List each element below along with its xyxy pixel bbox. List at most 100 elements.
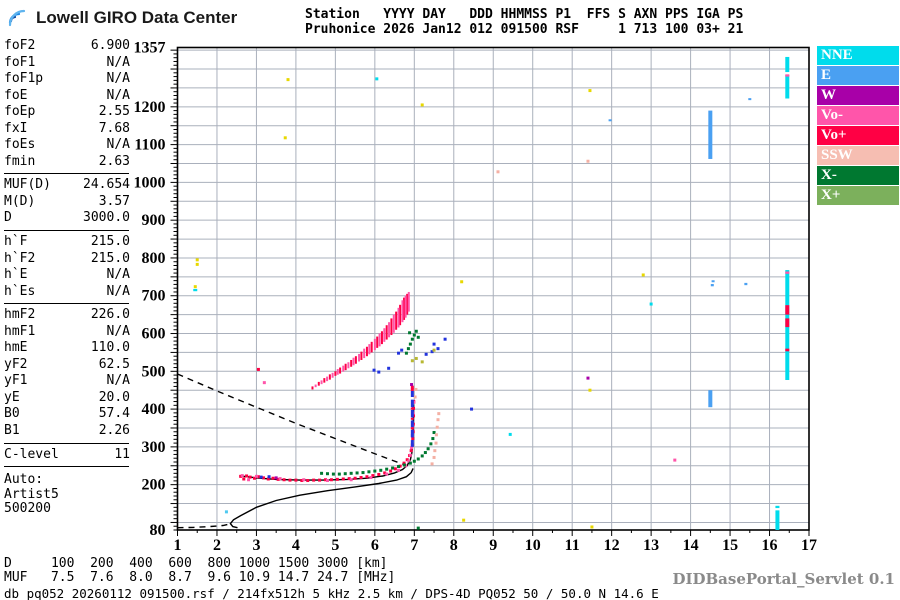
fof2-marker-blue [410, 429, 414, 438]
x-trace-dots [379, 468, 383, 472]
param-row-ye: yE 20.0 [4, 390, 130, 407]
panel-divider [4, 173, 129, 175]
noise-dots [649, 302, 653, 306]
x-trace-dots [397, 465, 401, 469]
noise-dots [508, 432, 512, 436]
noise-dots [283, 136, 287, 140]
o-trace-dots [248, 475, 252, 479]
x-trace-dots [331, 472, 335, 476]
noise-dots [193, 285, 197, 289]
o-trace-dots [252, 476, 256, 480]
x-axis-label: 2 [213, 537, 221, 554]
param-row-foep: foEp 2.55 [4, 104, 130, 121]
o-trace-dots [242, 477, 246, 481]
param-label: C-level [4, 446, 59, 462]
o-trace-dots [341, 477, 345, 481]
param-row-d: D 3000.0 [4, 210, 130, 227]
o-trace-dots [324, 478, 328, 482]
x-axis-label: 9 [489, 537, 497, 554]
spread-f-crimson [390, 318, 393, 336]
o-trace-dots [318, 478, 322, 482]
x-axis-label: 17 [801, 537, 817, 554]
o-trace-dots [306, 479, 310, 483]
x-axis-label: 13 [643, 537, 659, 554]
spread-f-pink [392, 314, 395, 333]
o-trace-dots [398, 464, 402, 468]
param-value: N/A [106, 373, 130, 389]
rfi-blue-bars [708, 110, 713, 159]
param-row-mufd: MUF(D) 24.654 [4, 177, 130, 194]
noise-dots [460, 280, 464, 284]
o-trace-pink-dots [397, 468, 401, 472]
noise-dots [590, 525, 594, 529]
legend-item-w: W [817, 86, 899, 105]
upper-cluster-blue [387, 366, 391, 370]
y-axis-label: 500 [142, 363, 166, 380]
param-row-yf1: yF1 N/A [4, 373, 130, 390]
param-label: foF2 [4, 38, 36, 53]
param-label: foF1p [4, 71, 44, 87]
param-value: N/A [106, 323, 130, 339]
station-header-line1: Station YYYY DAY DDD HHMMSS P1 FFS S AXN… [305, 7, 744, 22]
spread-f-crimson [339, 367, 342, 374]
trace-misc-dots [410, 383, 414, 387]
o-trace-dots [329, 478, 333, 482]
rfi-cyan-overlay-red [785, 318, 790, 328]
x-axis-label: 7 [410, 537, 418, 554]
rfi-cyan-overlay-pink [785, 271, 790, 274]
y-axis-label: 1000 [134, 174, 166, 191]
o-trace-pink-dots [410, 446, 414, 450]
x-axis-label: 11 [565, 537, 580, 554]
spread-f-crimson [403, 297, 406, 320]
autoscaling-info: Auto: Artist5 500200 [4, 472, 59, 517]
panel-divider [4, 303, 129, 305]
o-trace-pink-dots [247, 478, 251, 482]
legend-item-ssw: SSW [817, 146, 899, 165]
param-value: 2.26 [98, 423, 130, 439]
o-trace-dots [276, 477, 280, 481]
rfi-cyan-bars [775, 505, 780, 509]
spread-f-crimson [406, 293, 409, 315]
legend-item-voplus: Vo+ [817, 126, 899, 145]
spread-f-crimson [311, 386, 314, 390]
param-row-hf: h`F 215.0 [4, 234, 130, 251]
fof2-marker-blue [410, 409, 414, 418]
x-trace-dots [391, 466, 395, 470]
o-trace-dots [312, 478, 316, 482]
param-label: foEp [4, 104, 36, 120]
spread-f-pink [388, 322, 391, 338]
o-trace-dots [389, 469, 393, 473]
upper-cluster-blue [430, 350, 434, 354]
o-trace-dots [405, 458, 409, 462]
noise-dots [195, 262, 199, 266]
o-trace-dots [335, 477, 339, 481]
sporadic-salmon-dots [433, 449, 437, 453]
param-row-foe: foE N/A [4, 88, 130, 105]
y-axis-label: 80 [150, 522, 166, 539]
x-axis-label: 14 [683, 537, 699, 554]
param-label: yE [4, 389, 20, 405]
y-axis-label: 1100 [134, 137, 165, 154]
servlet-version-label: DIDBasePortal_Servlet 0.1 [672, 570, 895, 588]
upper-cluster-blue [397, 351, 401, 355]
noise-dots [286, 78, 290, 82]
o-trace-dots [365, 475, 369, 479]
spread-f-pink [363, 348, 366, 359]
parameter-panel: foF2 6.900 foF1 N/A foF1p N/A foE N/A foEp 2.55 fx… [4, 38, 130, 517]
upper-cluster-green [410, 337, 414, 341]
param-value: 11 [114, 446, 130, 462]
spread-f-crimson [323, 378, 326, 383]
rfi-blue-dashes [608, 119, 612, 122]
fof2-marker-blue [410, 399, 414, 408]
upper-cluster-olive [420, 360, 424, 364]
legend-item-vominus: Vo- [817, 106, 899, 125]
logo-text: Lowell GIRO Data Center [36, 8, 238, 27]
param-label: foE [4, 87, 28, 103]
param-label: hmF1 [4, 323, 36, 339]
panel-divider [4, 230, 129, 232]
x-trace-dots [367, 470, 371, 474]
upper-cluster-blue [432, 342, 436, 346]
spread-f-pink [401, 300, 404, 323]
o-trace-pink-dots [369, 475, 373, 479]
